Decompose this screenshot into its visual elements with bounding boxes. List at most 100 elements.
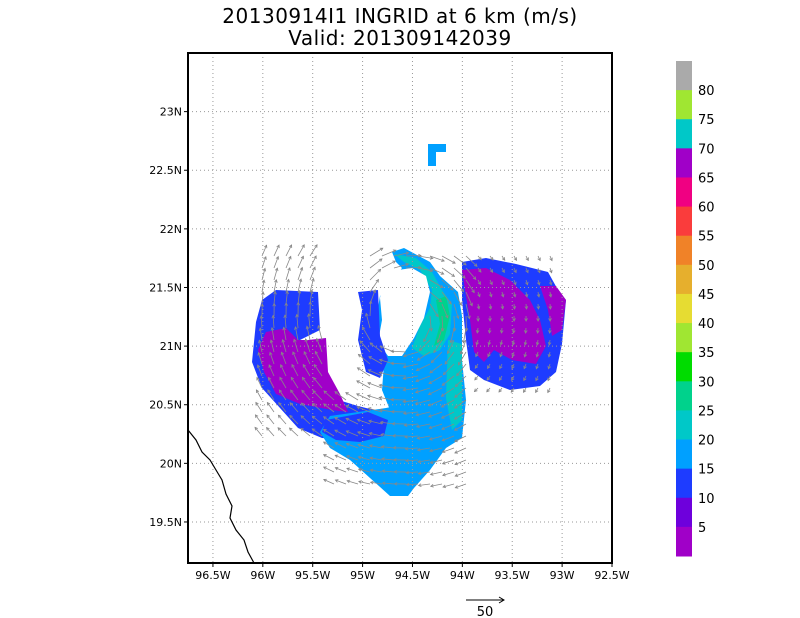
wind-arrow-head (416, 447, 421, 452)
wind-arrow-head (378, 258, 383, 262)
wind-arrow (285, 256, 292, 269)
wind-arrow-head (289, 414, 293, 419)
wind-arrow-head (276, 244, 280, 249)
wind-arrow (465, 303, 470, 319)
wind-arrow (444, 351, 455, 365)
wind-arrow-head (277, 427, 282, 431)
wind-arrow-head (453, 427, 458, 431)
wind-arrow (428, 411, 443, 418)
wind-arrow-head (380, 445, 385, 449)
colorbar-swatch (676, 410, 692, 441)
y-tick-label: 22N (160, 223, 182, 236)
wind-arrow (309, 244, 318, 257)
colorbar-label: 15 (698, 463, 715, 478)
wind-arrow (345, 405, 359, 413)
wind-arrow (334, 404, 347, 413)
wind-arrow-head (286, 278, 290, 283)
wind-arrow-head (266, 401, 271, 406)
wind-arrow (291, 364, 299, 377)
wind-arrow (270, 339, 275, 353)
wind-arrow (370, 457, 383, 461)
wind-arrow (279, 377, 287, 389)
wind-arrow-head (301, 376, 306, 381)
wind-arrow-head (429, 472, 434, 476)
wind-arrow-head (536, 306, 541, 310)
wind-arrow-head (323, 478, 327, 483)
wind-arrow (405, 459, 419, 462)
wind-arrow (441, 291, 452, 305)
wind-arrow-head (429, 268, 434, 273)
wind-arrow (369, 279, 379, 293)
colorbar-label: 70 (698, 142, 715, 157)
colorbar-swatch (676, 323, 692, 353)
colorbar: 5 10 15 20 25 30 35 40 45 50 55 60 65 70 75 80 (676, 61, 715, 557)
wind-arrow-head (441, 449, 446, 453)
wind-arrow-head (345, 442, 350, 447)
wind-arrow-head (369, 468, 374, 473)
wind-arrow-head (375, 278, 379, 283)
wind-arrow (390, 362, 407, 365)
wind-arrow (381, 458, 395, 461)
wind-arrow (334, 391, 347, 401)
wind-arrow-head (368, 300, 373, 304)
wind-arrow-head (475, 329, 480, 334)
wind-arrow (323, 403, 335, 413)
wind-arrow-head (377, 268, 382, 273)
wind-arrow-head (334, 442, 339, 446)
wind-arrow (317, 325, 323, 341)
wind-arrow-head (345, 417, 350, 422)
wind-arrow-head (428, 437, 433, 441)
wind-arrow-head (311, 277, 315, 282)
wind-arrow-head (300, 415, 305, 419)
colorbar-swatch (676, 439, 692, 470)
x-tick-label: 92.5W (594, 569, 629, 582)
wind-arrow (442, 471, 455, 476)
wind-arrow (403, 363, 419, 368)
wind-arrow-head (293, 338, 297, 343)
wind-arrow-head (256, 376, 260, 381)
wind-arrow-head (290, 389, 294, 394)
wind-arrow (271, 327, 275, 341)
wind-arrow-head (440, 404, 445, 408)
wind-arrow (428, 399, 443, 407)
wind-arrow (441, 315, 444, 331)
colorbar-swatch (676, 235, 692, 266)
wind-arrow-head (296, 301, 300, 306)
wind-arrow-head (428, 380, 433, 385)
wind-arrow-head (288, 244, 293, 248)
wind-arrow-head (255, 389, 260, 393)
wind-arrow (458, 351, 467, 366)
wind-arrow (312, 403, 323, 413)
wind-arrow-head (267, 389, 271, 393)
wind-arrow-head (357, 353, 362, 358)
x-tick-label: 93W (550, 569, 575, 582)
wind-arrow (441, 387, 455, 397)
x-tick-label: 96.5W (195, 569, 230, 582)
y-tick-label: 23N (160, 106, 182, 119)
wind-arrow-head (498, 388, 502, 393)
wind-arrow-head (263, 244, 268, 249)
wind-arrow-head (322, 441, 327, 445)
wind-arrow (312, 415, 323, 425)
wind-arrow-head (313, 376, 317, 381)
wind-arrow-head (548, 330, 552, 334)
wind-arrow-head (357, 455, 362, 460)
colorbar-swatch (676, 381, 692, 411)
wind-arrow-head (266, 414, 270, 419)
wind-arrow (369, 432, 383, 437)
wind-arrow (454, 423, 467, 431)
wind-arrow (273, 244, 280, 257)
wind-arrow-head (261, 291, 265, 295)
colorbar-swatch (676, 497, 692, 528)
wind-arrow (346, 468, 359, 473)
y-axis: 19.5N 20N 20.5N 21N 21.5N 22N 22.5N 23N (149, 106, 188, 529)
wind-arrow-head (358, 480, 362, 484)
colorbar-swatch (676, 352, 692, 382)
wind-arrow-head (280, 351, 285, 356)
wind-arrow (453, 279, 464, 292)
wind-arrow-head (537, 257, 541, 262)
wind-arrow-head (281, 338, 285, 343)
wind-arrow-head (378, 371, 383, 375)
wind-arrow-head (299, 266, 304, 271)
